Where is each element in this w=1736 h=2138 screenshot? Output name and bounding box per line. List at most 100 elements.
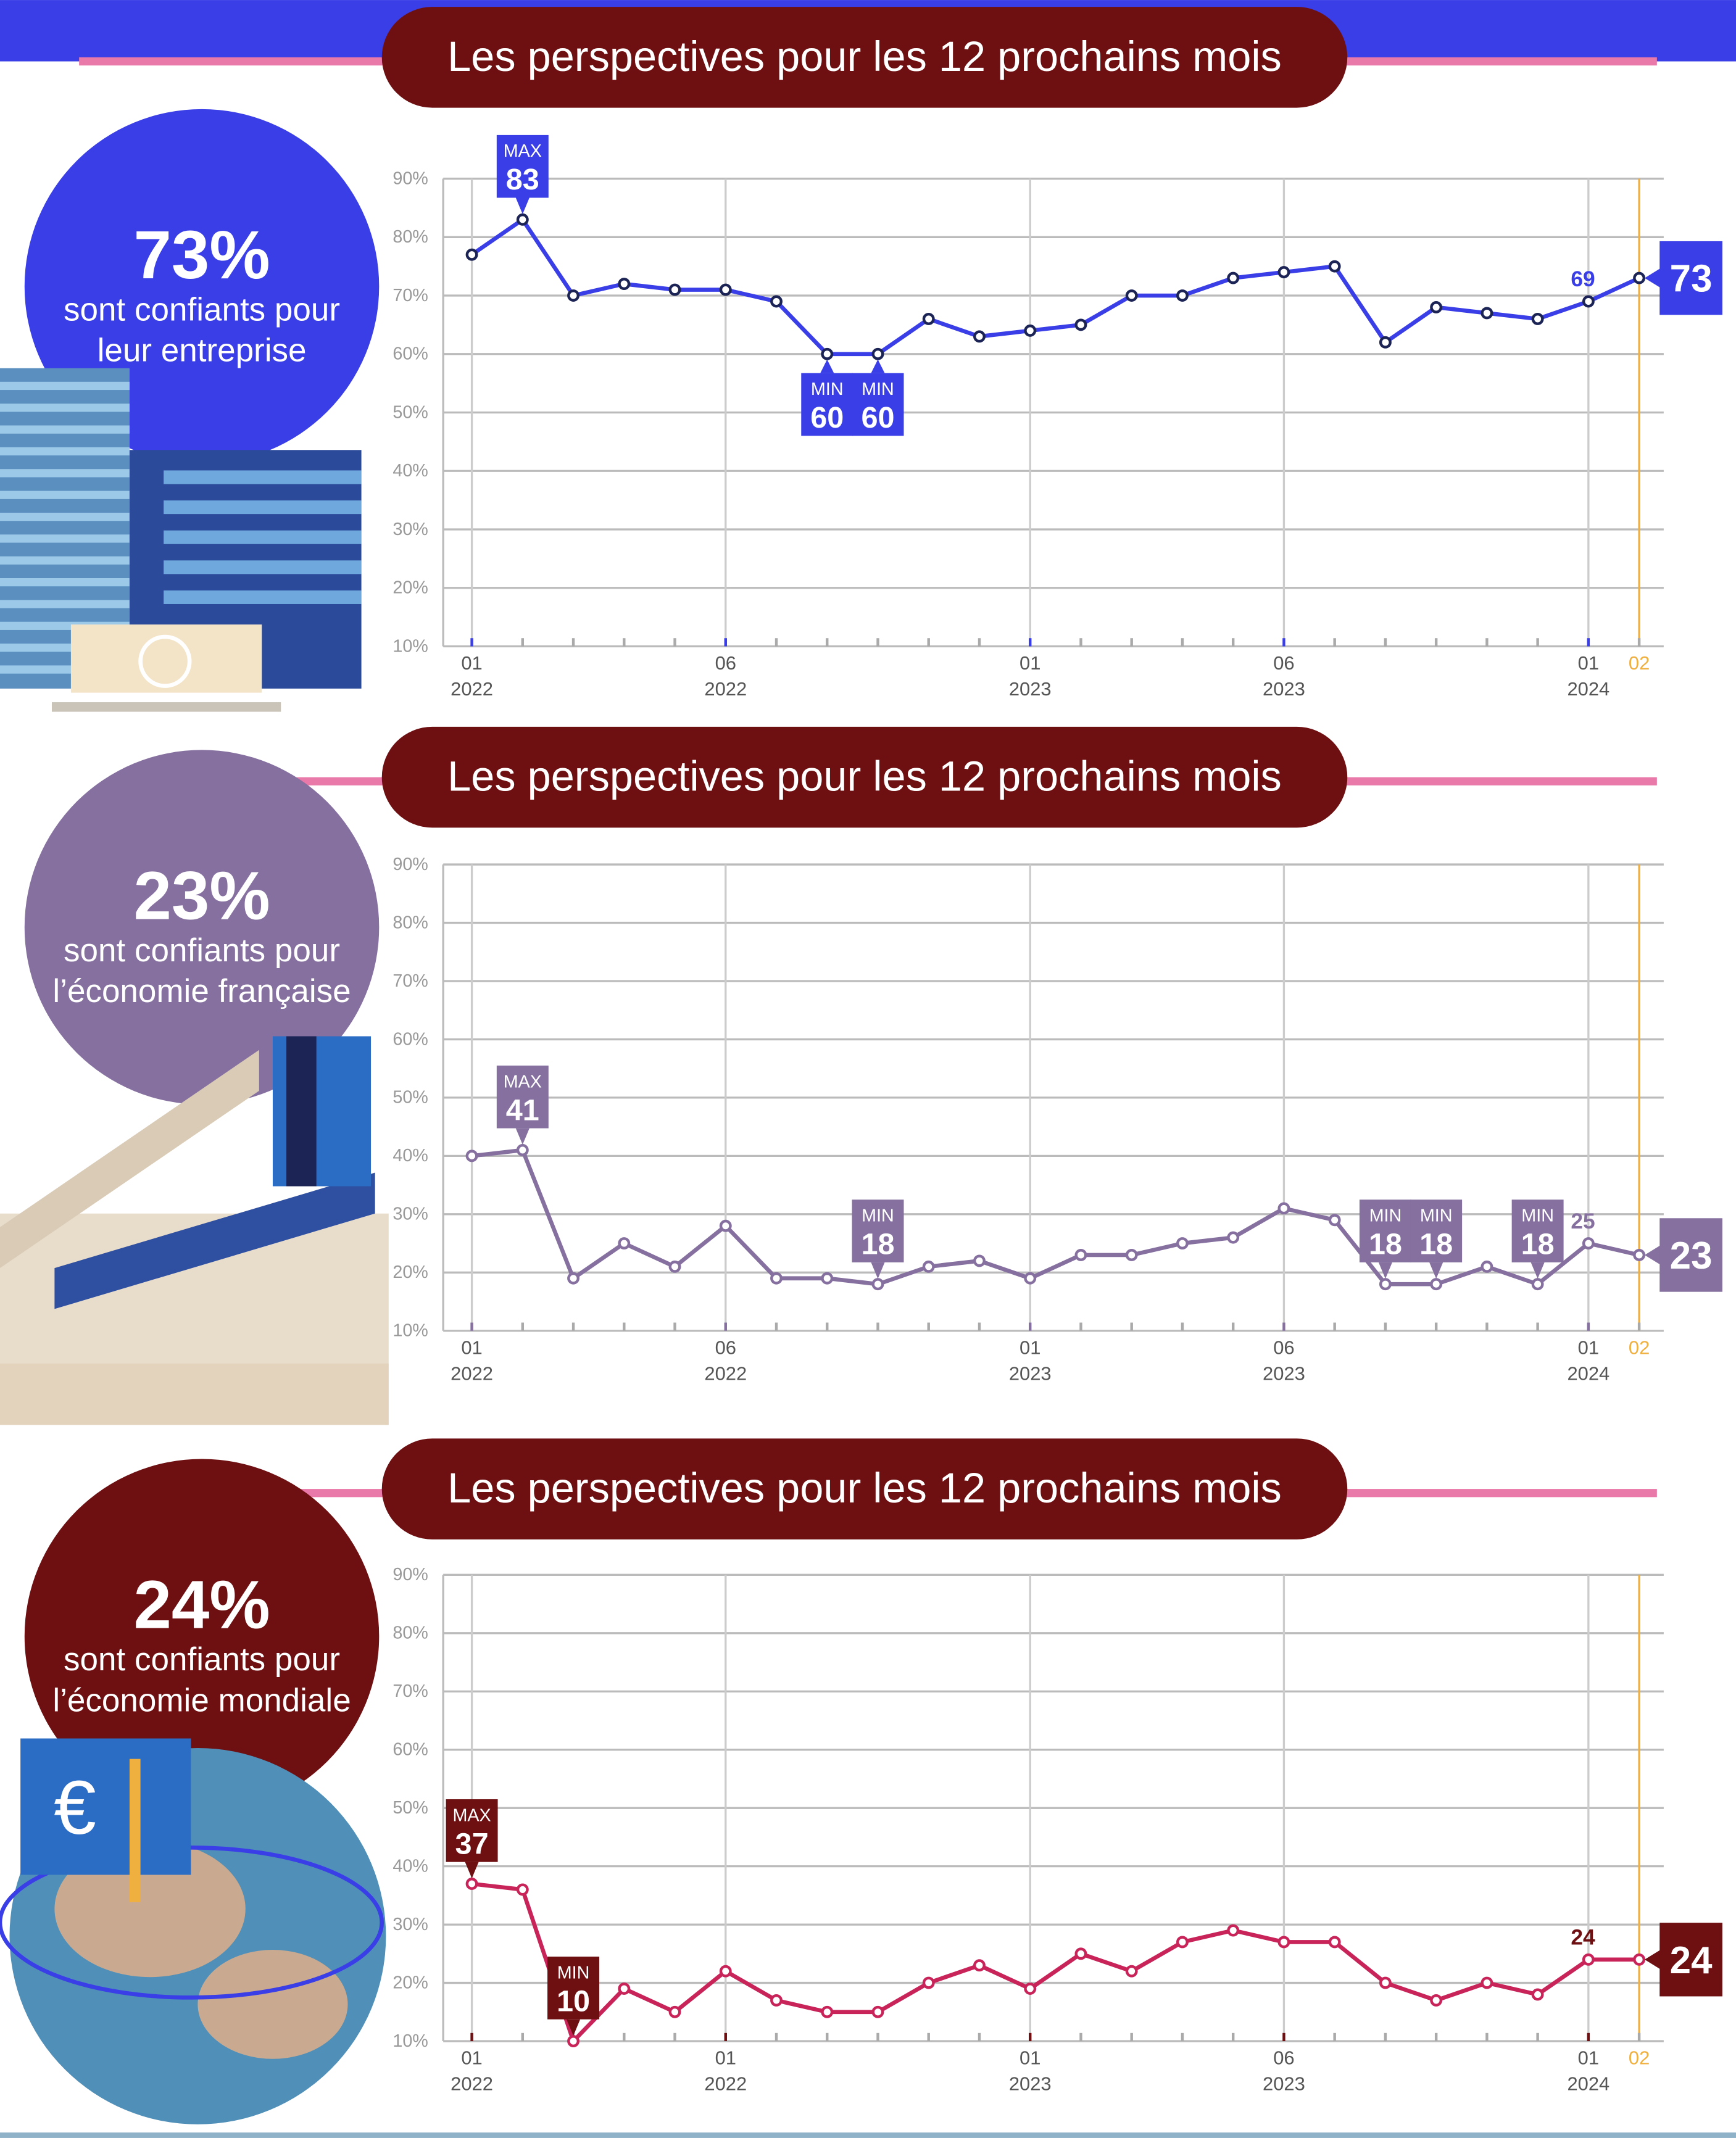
data-point [719, 283, 732, 296]
data-point [1633, 271, 1646, 284]
annotation-value: 37 [455, 1827, 489, 1860]
data-point [821, 347, 834, 360]
data-point [973, 1959, 986, 1972]
end-box [1659, 241, 1722, 315]
base [51, 702, 281, 712]
section-title: Les perspectives pour les 12 prochains m… [447, 753, 1282, 800]
building-stripe [0, 491, 130, 499]
annotation-value: 60 [861, 401, 894, 434]
data-point [770, 1272, 783, 1285]
annotation-value: 18 [1419, 1228, 1453, 1261]
y-tick-label: 60% [392, 344, 428, 364]
end-box [1659, 1923, 1722, 1997]
y-tick-label: 40% [392, 461, 428, 481]
building [0, 1050, 259, 1269]
annotation-value: 60 [810, 401, 844, 434]
headline: 23% [133, 858, 270, 934]
annotation-value: 18 [861, 1228, 894, 1261]
data-point [1125, 1965, 1138, 1978]
data-point [1227, 1924, 1240, 1937]
section-title: Les perspectives pour les 12 prochains m… [447, 33, 1282, 80]
data-point [1481, 307, 1493, 320]
annotation-value: 18 [1369, 1228, 1402, 1261]
tower [286, 1036, 317, 1187]
data-point [871, 347, 884, 360]
y-tick-label: 60% [392, 1029, 428, 1049]
y-tick-label: 20% [392, 1262, 428, 1282]
euro-sign: € [54, 1765, 96, 1850]
y-tick-label: 90% [392, 168, 428, 188]
panel: Les perspectives pour les 12 prochains m… [0, 1438, 1722, 2124]
data-point [567, 289, 579, 302]
annotation-value: 41 [506, 1093, 539, 1127]
data-point [1582, 1237, 1595, 1250]
headline-text: l’économie mondiale [52, 1682, 351, 1718]
y-tick-label: 80% [392, 1623, 428, 1643]
data-point [1633, 1953, 1646, 1966]
end-value: 23 [1670, 1235, 1713, 1277]
end-value: 73 [1670, 258, 1713, 300]
data-point [1074, 1947, 1087, 1960]
data-point [922, 1260, 935, 1273]
value-label: 25 [1571, 1209, 1595, 1233]
annotation-pointer [871, 1262, 885, 1279]
ground [0, 1363, 389, 1425]
annotation-box [547, 1957, 600, 2020]
annotation-box [852, 373, 904, 436]
data-point [1074, 318, 1087, 331]
end-pointer [1644, 267, 1663, 289]
end-box [1659, 1218, 1722, 1292]
data-point [1430, 301, 1443, 313]
annotation-pointer [871, 359, 885, 373]
building-stripe [0, 578, 130, 587]
annotation-label: MIN [1521, 1206, 1554, 1226]
data-point [719, 1965, 732, 1978]
data-point [567, 1272, 579, 1285]
annotation-pointer [820, 359, 834, 373]
annotation-value: 18 [1521, 1228, 1555, 1261]
data-point [516, 213, 529, 226]
data-point [1531, 312, 1544, 325]
data-point [618, 278, 631, 291]
x-tick-label: 01 2024 [1567, 652, 1609, 700]
data-point [465, 1150, 478, 1162]
data-point [1328, 260, 1341, 273]
annotation-label: MIN [557, 1963, 590, 1983]
headline-text: sont confiants pour [64, 932, 340, 969]
headline-text: sont confiants pour [64, 291, 340, 328]
y-tick-label: 60% [392, 1740, 428, 1760]
building-stripe [0, 404, 130, 412]
y-tick-label: 80% [392, 913, 428, 932]
data-point [1125, 289, 1138, 302]
annotation-label: MIN [862, 1206, 894, 1226]
data-point [1531, 1988, 1544, 2001]
data-point [1277, 266, 1290, 279]
annotation-label: MIN [862, 379, 894, 399]
series-line [470, 217, 1640, 357]
building-stripe [0, 425, 130, 434]
data-point [1430, 1994, 1443, 2007]
annotation-box [446, 1799, 498, 1862]
landmass [197, 1949, 348, 2059]
annotation-label: MIN [811, 379, 844, 399]
data-point [618, 1237, 631, 1250]
y-tick-label: 20% [392, 578, 428, 598]
x-tick-label: 01 2022 [451, 1336, 493, 1384]
data-point [618, 1983, 631, 1995]
building-stripe [0, 556, 130, 565]
annotation-label: MAX [504, 1072, 542, 1092]
x-tick-label: 01 2022 [704, 2047, 747, 2095]
data-point [1430, 1278, 1443, 1291]
data-point [1176, 289, 1189, 302]
data-point [1074, 1249, 1087, 1261]
building-stripe [0, 447, 130, 456]
x-tick-label: 01 2024 [1567, 1336, 1609, 1384]
building-stripe [0, 534, 130, 543]
building-stripe [164, 470, 362, 484]
x-tick-label: 01 2023 [1009, 2047, 1052, 2095]
annotation-label: MIN [1420, 1206, 1453, 1226]
data-point [922, 1976, 935, 1989]
data-point [973, 1254, 986, 1267]
annotation-box [1511, 1200, 1564, 1262]
